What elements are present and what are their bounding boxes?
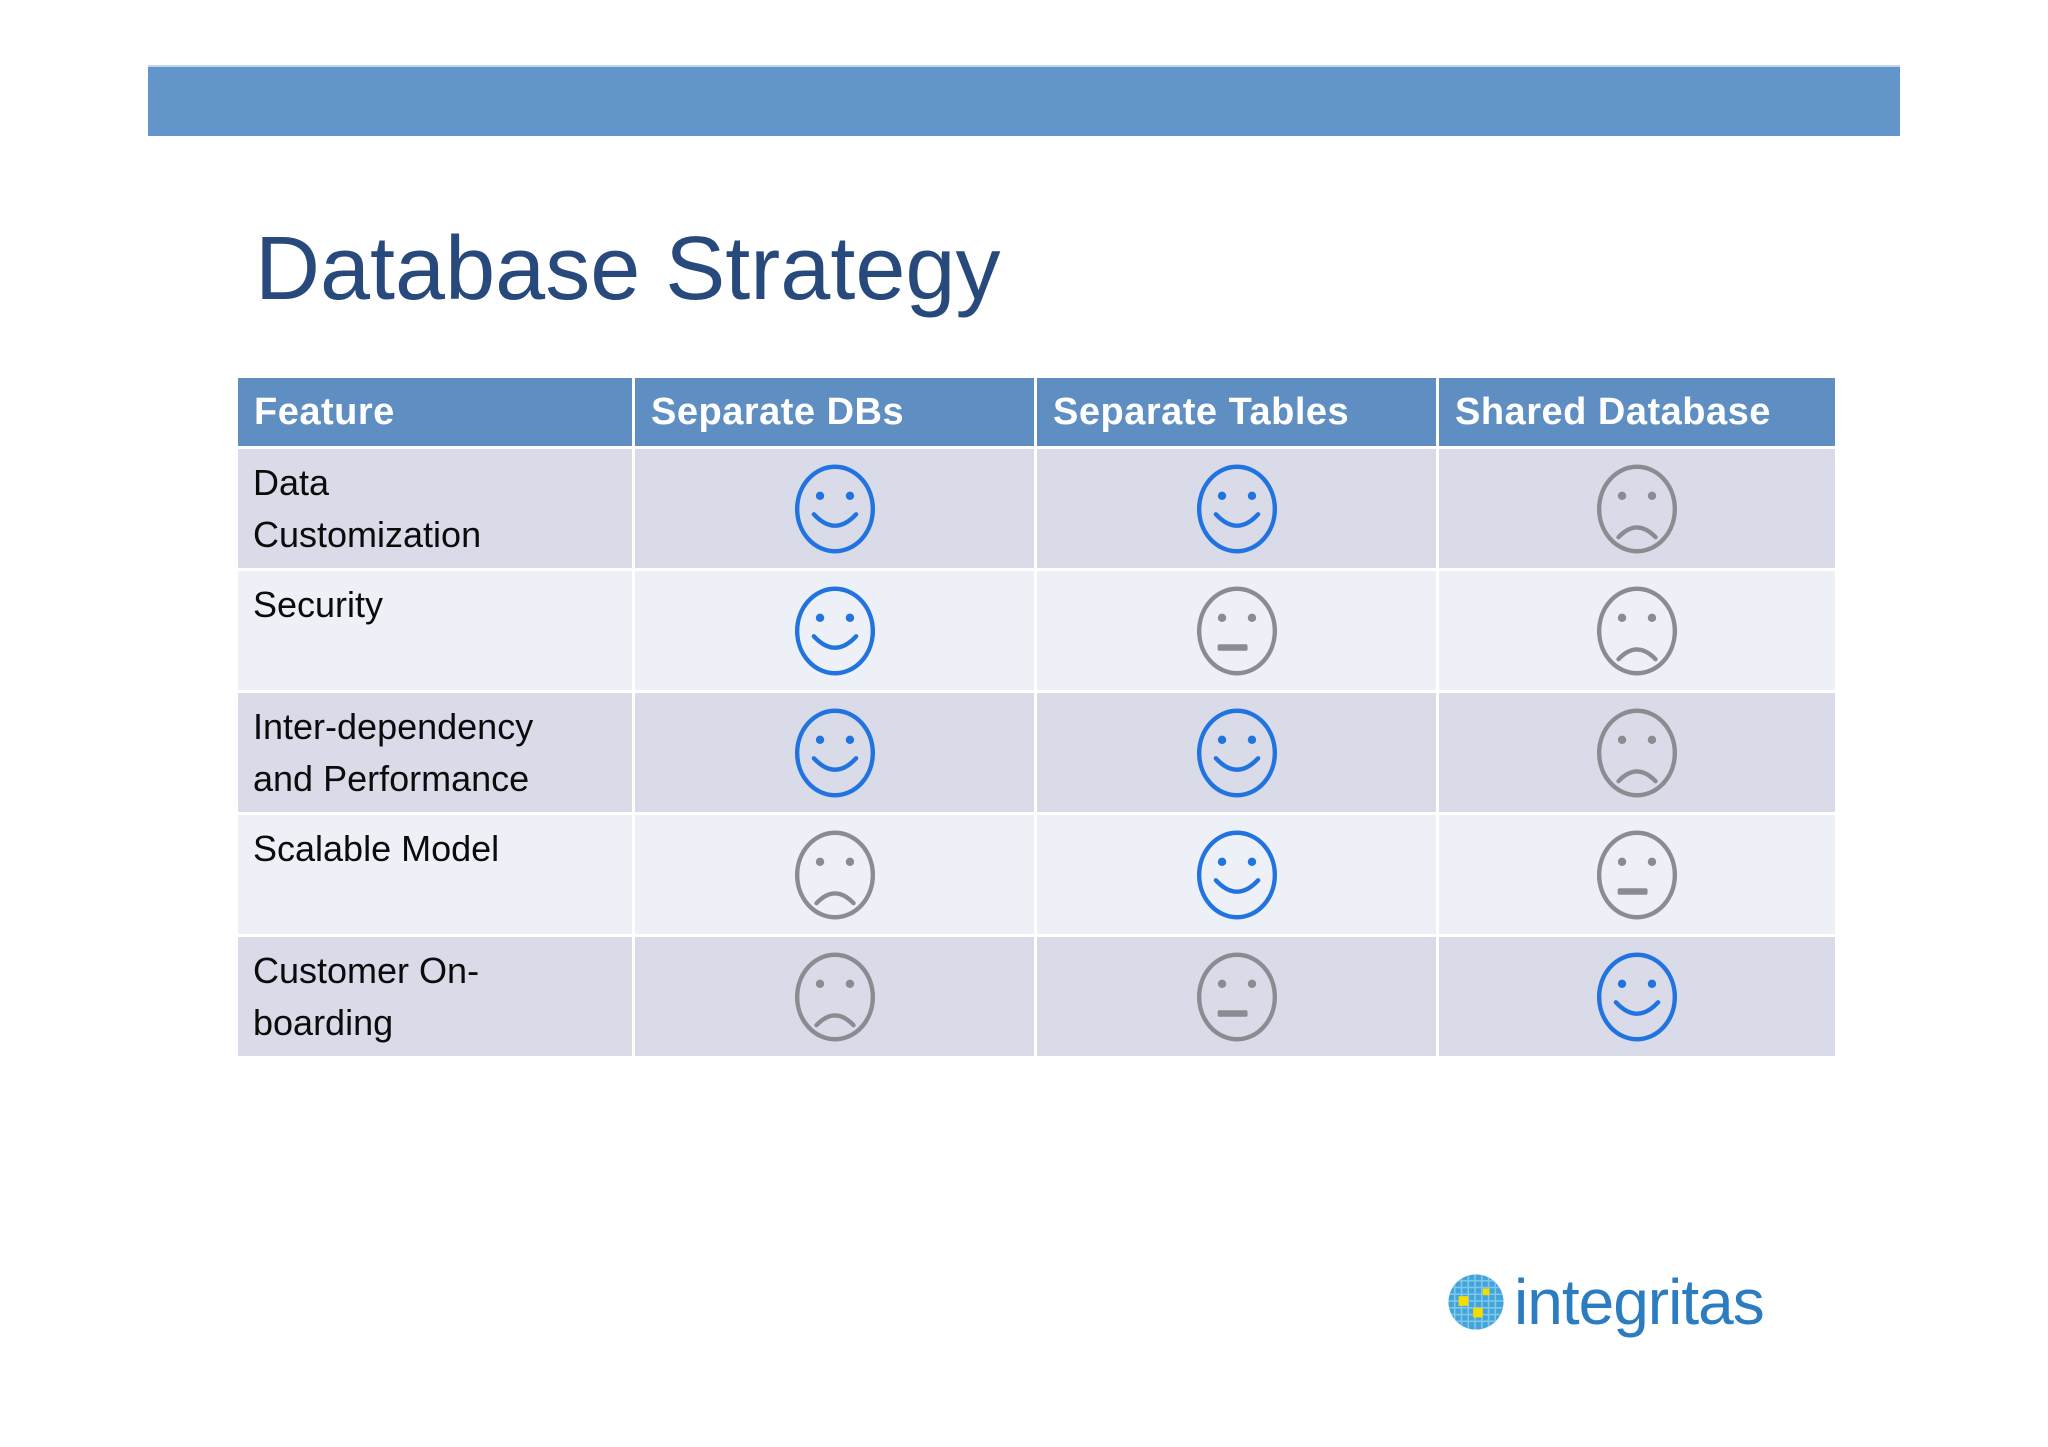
feature-cell: Data Customization [238, 449, 632, 568]
frown-face-icon [1596, 586, 1678, 675]
smile-face-icon [1196, 464, 1277, 553]
mood-face-cell [1439, 815, 1835, 934]
page-title: Database Strategy [255, 219, 1001, 319]
top-banner [148, 65, 1900, 136]
feature-cell: Security [238, 571, 632, 690]
smile-face-icon [794, 586, 875, 675]
mood-face-cell [1037, 693, 1436, 812]
integritas-logo: integritas [1447, 1266, 1765, 1338]
mood-face-cell [635, 815, 1034, 934]
mood-face-cell [635, 571, 1034, 690]
neutral-face-icon [1196, 952, 1277, 1041]
column-header-feature: Feature [238, 378, 632, 446]
mood-face-cell [1037, 449, 1436, 568]
mood-face-cell [1037, 571, 1436, 690]
column-header-separate-dbs: Separate DBs [635, 378, 1034, 446]
smile-face-icon [794, 464, 875, 553]
mood-face-cell [635, 693, 1034, 812]
mood-face-cell [1439, 693, 1835, 812]
smile-face-icon [1196, 708, 1277, 797]
neutral-face-icon [1596, 830, 1678, 919]
integritas-logo-text: integritas [1514, 1266, 1765, 1338]
feature-cell: Scalable Model [238, 815, 632, 934]
feature-cell: Customer On-boarding [238, 937, 632, 1056]
mood-face-cell [635, 937, 1034, 1056]
mood-face-cell [1439, 937, 1835, 1056]
mood-face-cell [1037, 815, 1436, 934]
smile-face-icon [794, 708, 875, 797]
database-strategy-table: Feature Separate DBs Separate Tables Sha… [238, 378, 1835, 1056]
mood-face-cell [1439, 571, 1835, 690]
smile-face-icon [1596, 952, 1678, 1041]
frown-face-icon [1596, 708, 1678, 797]
frown-face-icon [794, 830, 875, 919]
frown-face-icon [1596, 464, 1678, 553]
frown-face-icon [794, 952, 875, 1041]
feature-cell: Inter-dependency and Performance [238, 693, 632, 812]
neutral-face-icon [1196, 586, 1277, 675]
column-header-shared-database: Shared Database [1439, 378, 1835, 446]
mood-face-cell [635, 449, 1034, 568]
globe-grid-icon [1447, 1273, 1505, 1336]
smile-face-icon [1196, 830, 1277, 919]
column-header-separate-tables: Separate Tables [1037, 378, 1436, 446]
mood-face-cell [1439, 449, 1835, 568]
mood-face-cell [1037, 937, 1436, 1056]
